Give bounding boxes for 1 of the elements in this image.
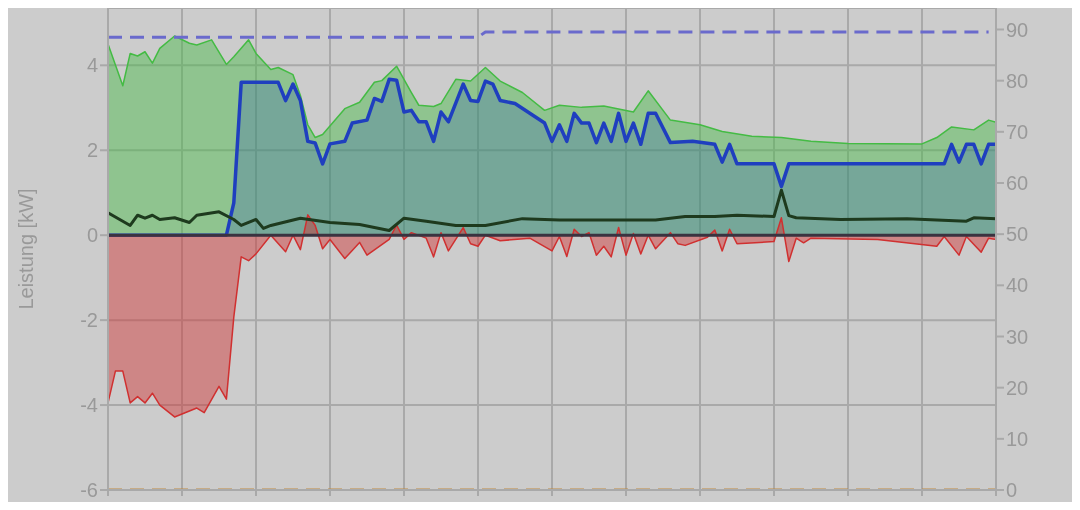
line-series	[108, 188, 996, 233]
